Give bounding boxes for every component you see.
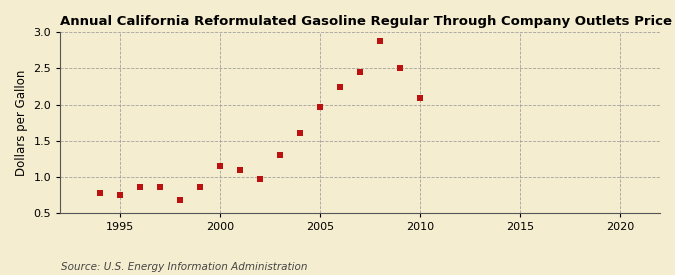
Text: Annual California Reformulated Gasoline Regular Through Company Outlets Price by: Annual California Reformulated Gasoline … — [60, 15, 675, 28]
Y-axis label: Dollars per Gallon: Dollars per Gallon — [15, 70, 28, 176]
Point — [355, 70, 366, 74]
Point — [135, 185, 146, 189]
Point — [155, 185, 165, 189]
Point — [375, 39, 385, 43]
Point — [215, 164, 225, 169]
Point — [195, 185, 206, 189]
Text: Source: U.S. Energy Information Administration: Source: U.S. Energy Information Administ… — [61, 262, 307, 272]
Point — [395, 65, 406, 70]
Point — [175, 198, 186, 203]
Point — [115, 193, 126, 197]
Point — [235, 168, 246, 172]
Point — [295, 131, 306, 135]
Point — [315, 105, 325, 110]
Point — [414, 96, 425, 100]
Point — [275, 153, 286, 158]
Point — [335, 85, 346, 89]
Point — [95, 191, 106, 195]
Point — [255, 177, 266, 182]
